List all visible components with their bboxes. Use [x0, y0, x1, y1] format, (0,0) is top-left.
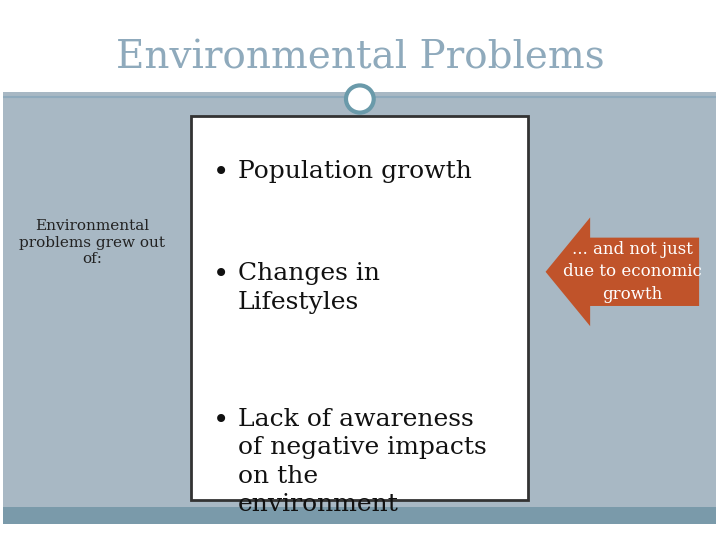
- Circle shape: [346, 85, 374, 113]
- Polygon shape: [546, 218, 699, 326]
- Text: Environmental
problems grew out
of:: Environmental problems grew out of:: [19, 219, 166, 266]
- FancyBboxPatch shape: [4, 92, 716, 524]
- Text: Population growth: Population growth: [238, 160, 472, 183]
- Text: •: •: [213, 262, 229, 289]
- FancyBboxPatch shape: [192, 117, 528, 500]
- Text: •: •: [213, 160, 229, 187]
- FancyBboxPatch shape: [4, 507, 716, 524]
- Text: •: •: [213, 408, 229, 435]
- Text: Lack of awareness
of negative impacts
on the
environment: Lack of awareness of negative impacts on…: [238, 408, 487, 516]
- Text: Environmental Problems: Environmental Problems: [115, 40, 604, 77]
- Text: ... and not just
due to economic
growth: ... and not just due to economic growth: [563, 241, 702, 302]
- FancyBboxPatch shape: [4, 0, 716, 107]
- Text: Changes in
Lifestyles: Changes in Lifestyles: [238, 262, 380, 314]
